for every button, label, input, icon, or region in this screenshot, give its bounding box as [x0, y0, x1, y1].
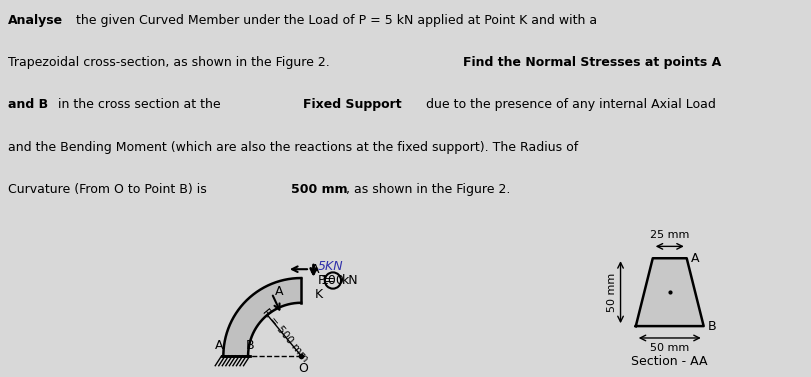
Text: Find the Normal Stresses at points A: Find the Normal Stresses at points A	[463, 56, 721, 69]
Text: A: A	[274, 285, 283, 298]
Text: the given Curved Member under the Load of P = 5 kN applied at Point K and with a: the given Curved Member under the Load o…	[72, 14, 597, 27]
Text: Fixed Support: Fixed Support	[303, 98, 401, 111]
Text: A: A	[691, 252, 699, 265]
Text: 50 mm: 50 mm	[607, 273, 617, 312]
Text: and B: and B	[8, 98, 48, 111]
Text: O: O	[298, 362, 308, 375]
Polygon shape	[636, 258, 704, 326]
Text: K: K	[315, 288, 323, 301]
Text: due to the presence of any internal Axial Load: due to the presence of any internal Axia…	[422, 98, 715, 111]
Text: , as shown in the Figure 2.: , as shown in the Figure 2.	[346, 183, 511, 196]
Text: A: A	[311, 263, 320, 276]
Text: B: B	[246, 339, 254, 351]
Text: kN: kN	[342, 274, 358, 287]
Text: P=: P=	[318, 274, 336, 287]
Text: 5KN: 5KN	[318, 260, 343, 273]
Text: 100: 100	[321, 274, 345, 287]
Polygon shape	[223, 278, 301, 356]
Text: R = 500 mm: R = 500 mm	[260, 307, 310, 363]
Text: Section - AA: Section - AA	[632, 355, 708, 368]
Text: Analyse: Analyse	[8, 14, 63, 27]
Text: Curvature (From O to Point B) is: Curvature (From O to Point B) is	[8, 183, 211, 196]
Text: 50 mm: 50 mm	[650, 343, 689, 353]
Text: 500 mm: 500 mm	[291, 183, 348, 196]
Text: 25 mm: 25 mm	[650, 230, 689, 240]
Text: Trapezoidal cross-section, as shown in the Figure 2.: Trapezoidal cross-section, as shown in t…	[8, 56, 334, 69]
Text: in the cross section at the: in the cross section at the	[54, 98, 225, 111]
Text: A: A	[215, 339, 223, 351]
Text: and the Bending Moment (which are also the reactions at the fixed support). The : and the Bending Moment (which are also t…	[8, 141, 578, 153]
Text: B: B	[708, 320, 716, 333]
